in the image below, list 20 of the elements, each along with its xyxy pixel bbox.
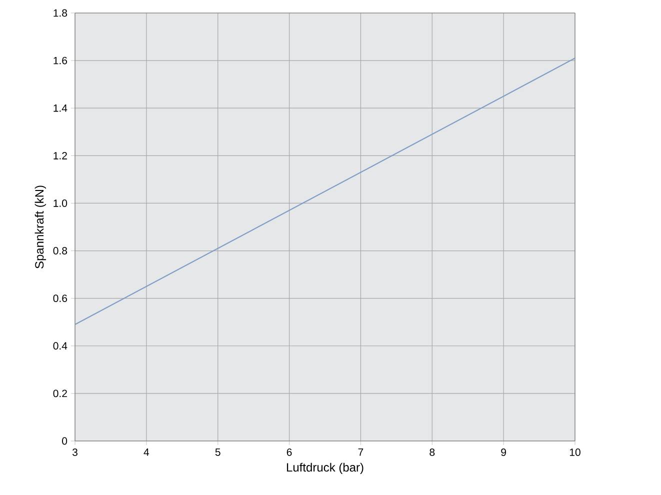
y-tick-label: 1.2 — [54, 152, 67, 160]
x-tick-label: 6 — [286, 448, 292, 456]
y-tick-label: 1.4 — [54, 104, 68, 112]
y-tick-label: 1.0 — [54, 200, 68, 207]
y-axis-title: Spannkraft (kN) — [34, 186, 46, 268]
y-tick-label: 0.2 — [53, 390, 67, 398]
x-tick-label: 5 — [215, 448, 220, 456]
x-tick-label: 9 — [501, 448, 506, 456]
x-tick-label: 4 — [144, 448, 150, 456]
x-tick-label: 8 — [430, 448, 435, 456]
y-tick-label: 1.6 — [54, 56, 68, 64]
x-tick-label: 3 — [72, 448, 78, 456]
y-tick-label: 1.8 — [54, 9, 68, 17]
y-tick-label: 0.6 — [53, 294, 68, 302]
y-tick-label: 0.8 — [53, 247, 68, 254]
y-tick-label: 0 — [62, 437, 68, 445]
y-tick-label: 0.4 — [53, 342, 68, 350]
x-tick-label: 7 — [358, 448, 364, 456]
x-axis-title: Luftdruck (bar) — [286, 462, 364, 474]
x-tick-label: 10 — [570, 448, 580, 456]
